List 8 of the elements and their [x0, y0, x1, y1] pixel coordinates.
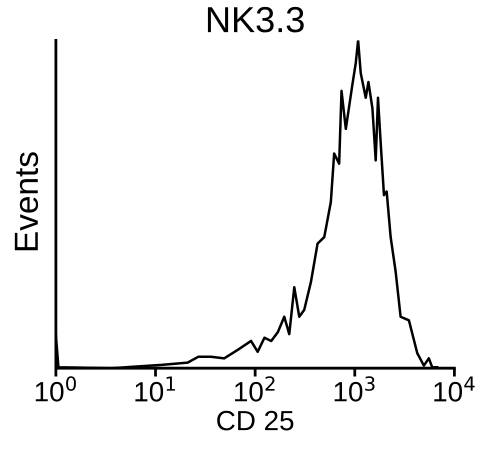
x-tick-label: 10$^{0}$ [36, 376, 76, 402]
x-tick-label: 10$^{3}$ [334, 376, 375, 402]
x-tick-label: 10$^{1}$ [135, 376, 176, 402]
y-axis-title: Events [14, 152, 38, 250]
x-axis-title: CD 25 [217, 410, 294, 430]
x-tick-label: 10$^{4}$ [434, 376, 475, 402]
x-tick-label: 10$^{2}$ [235, 376, 275, 402]
chart-title: NK3.3 [208, 6, 304, 32]
